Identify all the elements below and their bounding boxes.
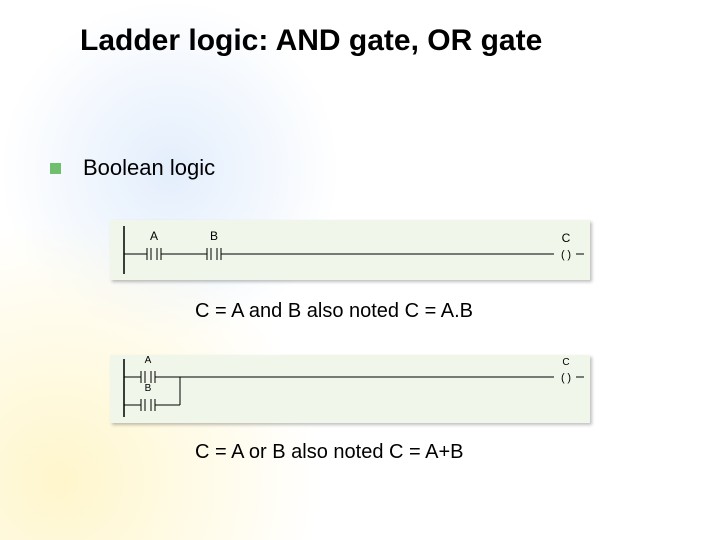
svg-text:A: A [145,355,152,366]
svg-text:C: C [562,357,569,368]
bullet-square-icon [50,163,61,174]
svg-text:( ): ( ) [561,372,571,384]
svg-text:C: C [562,231,571,245]
page-title: Ladder logic: AND gate, OR gate [80,24,640,59]
svg-text:A: A [150,229,158,243]
svg-text:( ): ( ) [561,249,571,261]
ladder-diagram-or: A C ( ) B [110,355,590,423]
caption-or: C = A or B also noted C = A+B [195,441,464,464]
ladder-diagram-and: A B C ( ) [110,220,590,280]
bullet-text: Boolean logic [83,155,215,181]
svg-text:B: B [145,383,152,394]
caption-and: C = A and B also noted C = A.B [195,300,473,323]
svg-text:B: B [210,229,218,243]
bullet-item: Boolean logic [50,155,215,181]
